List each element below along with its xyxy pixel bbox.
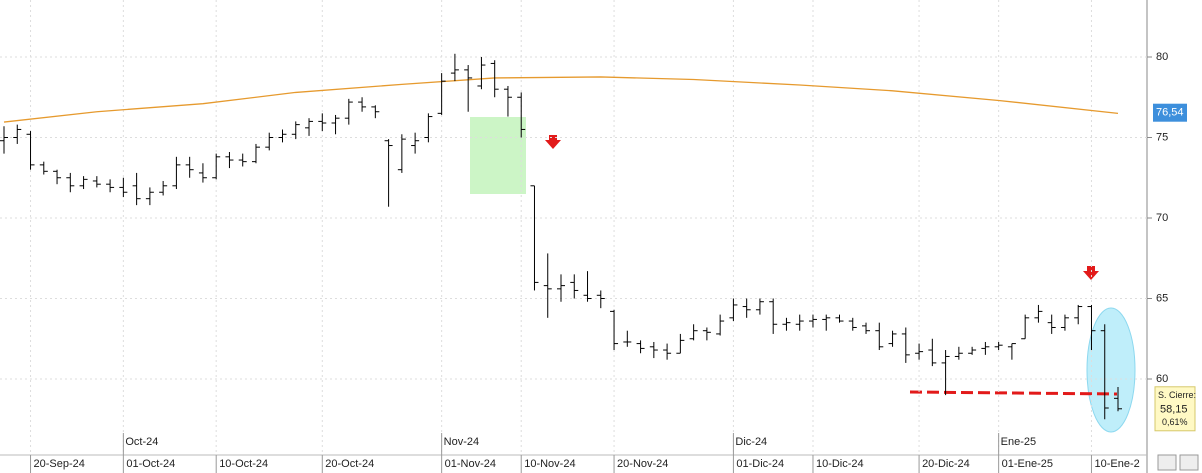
signal-arrow <box>545 135 561 149</box>
support-line <box>909 390 1118 396</box>
x-tick-label: 20-Nov-24 <box>617 458 668 470</box>
icon-button[interactable] <box>1157 454 1177 471</box>
y-tick-label: 70 <box>1156 212 1168 224</box>
x-tick-label: 01-Oct-24 <box>126 458 175 470</box>
x-tick-label: 10-Dic-24 <box>816 458 864 470</box>
ma-label-box <box>1153 103 1187 122</box>
month-label: Oct-24 <box>125 436 158 448</box>
x-tick-label: 20-Sep-24 <box>34 458 85 470</box>
moving-average <box>3 76 1119 123</box>
y-tick-label: 60 <box>1156 373 1168 385</box>
y-tick-label: 65 <box>1156 292 1168 304</box>
y-tick-label: 80 <box>1156 51 1168 63</box>
x-tick-label: 20-Dic-24 <box>922 458 970 470</box>
x-tick-label: 20-Oct-24 <box>325 458 374 470</box>
close-title: S. Cierre: <box>1158 390 1196 400</box>
month-label: Nov-24 <box>444 436 479 448</box>
ma-label: 76,54 <box>1156 107 1184 119</box>
icon-button[interactable] <box>1179 454 1199 471</box>
close-change: 0,61% <box>1162 417 1188 427</box>
highlight-ellipse <box>1086 307 1136 433</box>
month-label: Dic-24 <box>735 436 767 448</box>
x-tick-label: 01-Dic-24 <box>736 458 784 470</box>
highlight-box <box>470 117 526 194</box>
y-tick-label: 75 <box>1156 131 1168 143</box>
signal-arrow <box>1083 266 1099 280</box>
x-tick-label: 01-Nov-24 <box>445 458 496 470</box>
x-tick-label: 10-Nov-24 <box>524 458 575 470</box>
close-box <box>1154 386 1196 432</box>
x-tick-label: 10-Oct-24 <box>219 458 268 470</box>
month-label: Ene-25 <box>1001 436 1036 448</box>
close-value: 58,15 <box>1160 404 1188 416</box>
x-tick-label: 01-Ene-25 <box>1002 458 1053 470</box>
x-tick-label: 10-Ene-2 <box>1094 458 1139 470</box>
